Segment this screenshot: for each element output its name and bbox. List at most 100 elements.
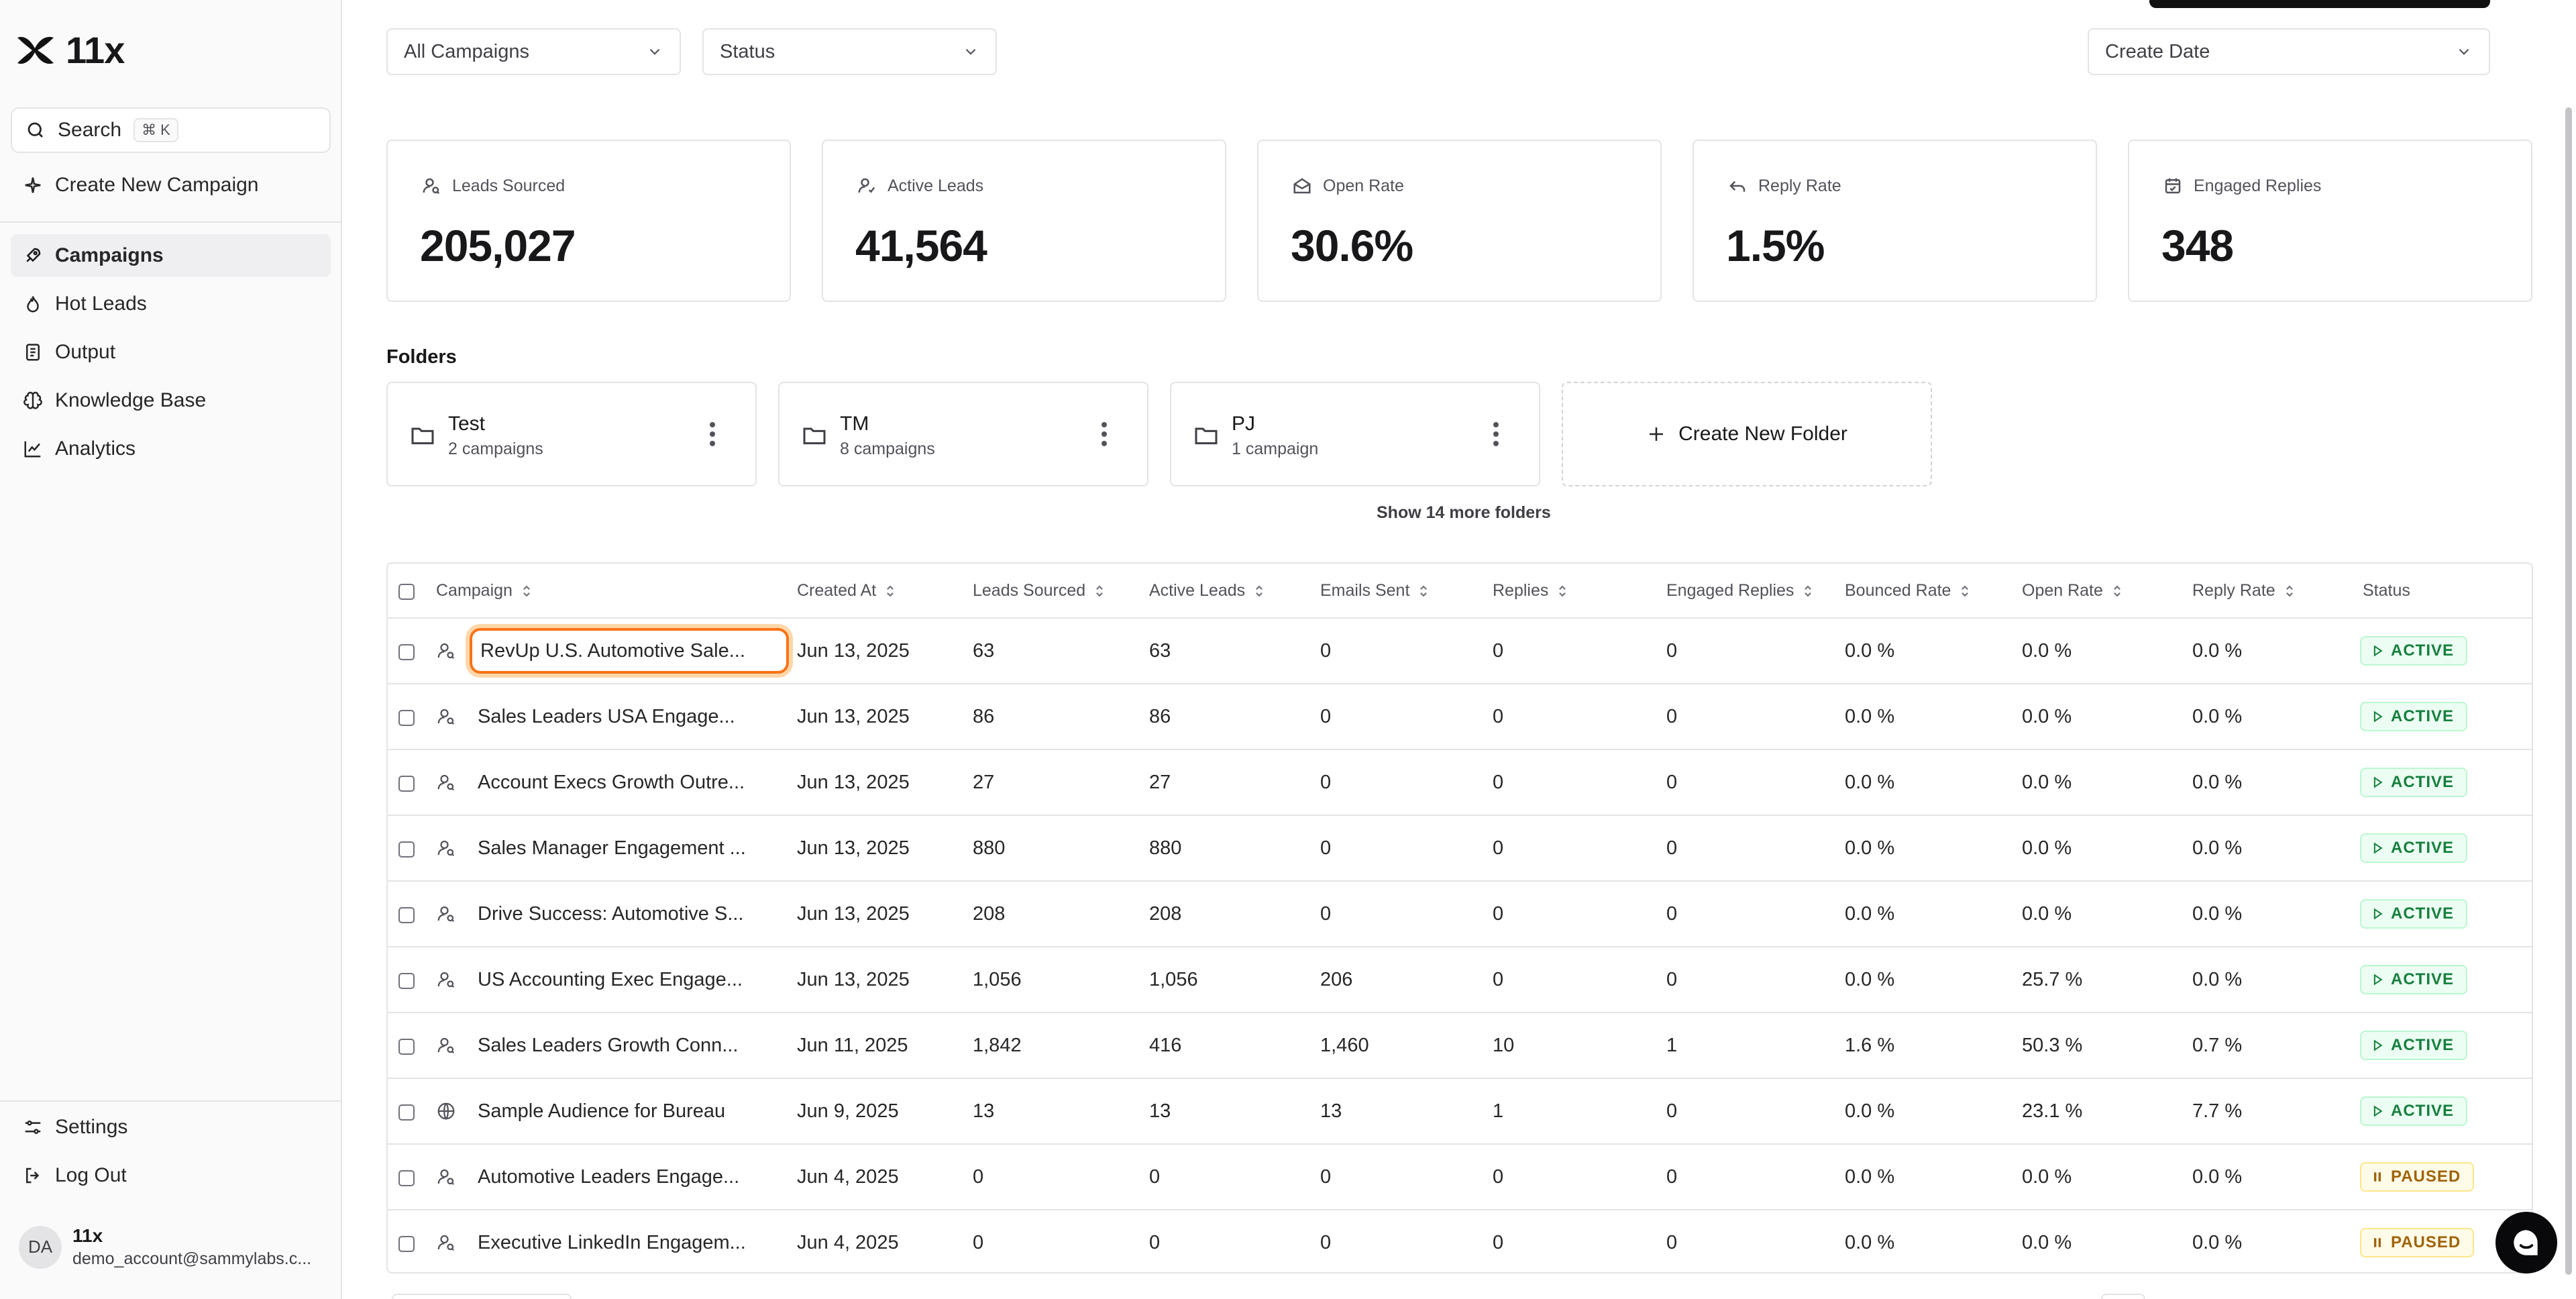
- table-row[interactable]: RevUp U.S. Automotive Sale... Jun 13, 202…: [388, 619, 2532, 684]
- page-scrollbar[interactable]: [2565, 107, 2572, 1275]
- sidebar-item-output[interactable]: Output: [11, 331, 331, 374]
- folder-card-test[interactable]: Test 2 campaigns: [386, 382, 757, 486]
- sidebar-item-logout[interactable]: Log Out: [11, 1154, 331, 1197]
- column-header-emails-sent[interactable]: Emails Sent: [1320, 581, 1430, 601]
- primary-action-button[interactable]: [2149, 0, 2490, 8]
- column-header-label: Created At: [797, 581, 877, 600]
- table-row[interactable]: Sales Leaders Growth Conn... Jun 11, 2025…: [388, 1013, 2532, 1079]
- column-header-bounced-rate[interactable]: Bounced Rate: [1845, 581, 1971, 601]
- search-shortcut: ⌘ K: [133, 118, 178, 142]
- table-row[interactable]: Sales Leaders USA Engage... Jun 13, 2025 8…: [388, 684, 2532, 750]
- folders-heading: Folders: [386, 346, 457, 368]
- row-checkbox[interactable]: [398, 841, 415, 858]
- table-row[interactable]: Sales Manager Engagement ... Jun 13, 2025…: [388, 816, 2532, 882]
- campaign-name[interactable]: Drive Success: Automotive S...: [478, 903, 744, 925]
- cell-leads-sourced: 880: [973, 837, 1006, 859]
- sort-icon[interactable]: [1093, 584, 1106, 599]
- sort-icon[interactable]: [2111, 584, 2123, 599]
- campaign-name[interactable]: Sample Audience for Bureau: [478, 1100, 726, 1122]
- table-row[interactable]: Sample Audience for Bureau Jun 9, 2025 13 1…: [388, 1079, 2532, 1145]
- row-checkbox[interactable]: [398, 973, 415, 989]
- sort-icon[interactable]: [2284, 584, 2296, 599]
- row-checkbox[interactable]: [398, 1039, 415, 1055]
- folder-card-tm[interactable]: TM 8 campaigns: [778, 382, 1148, 486]
- campaign-name[interactable]: Account Execs Growth Outre...: [478, 772, 745, 793]
- column-header-leads-sourced[interactable]: Leads Sourced: [973, 581, 1106, 601]
- sidebar-item-analytics[interactable]: Analytics: [11, 427, 331, 470]
- sort-icon[interactable]: [1253, 584, 1265, 599]
- cell-leads-sourced: 27: [973, 772, 995, 793]
- cell-reply-rate: 7.7 %: [2192, 1100, 2243, 1122]
- folder-card-pj[interactable]: PJ 1 campaign: [1170, 382, 1540, 486]
- pagination-nav-button[interactable]: [2101, 1294, 2145, 1299]
- show-more-folders-link[interactable]: Show 14 more folders: [1377, 503, 1551, 522]
- more-vertical-icon[interactable]: [708, 421, 716, 448]
- table-row[interactable]: Executive LinkedIn Engagem... Jun 4, 2025…: [388, 1210, 2532, 1272]
- select-all-checkbox[interactable]: [398, 584, 415, 600]
- column-header-created-at[interactable]: Created At: [797, 581, 896, 601]
- status-filter-select[interactable]: Status: [702, 28, 997, 75]
- cell-emails-sent: 0: [1320, 903, 1332, 925]
- flame-icon: [27, 296, 39, 313]
- row-checkbox[interactable]: [398, 907, 415, 923]
- row-checkbox[interactable]: [398, 710, 415, 726]
- table-row[interactable]: Automotive Leaders Engage... Jun 4, 2025 0…: [388, 1145, 2532, 1210]
- create-new-campaign-button[interactable]: Create New Campaign: [11, 164, 331, 207]
- campaign-name[interactable]: US Accounting Exec Engage...: [478, 969, 743, 990]
- sidebar-item-hot-leads[interactable]: Hot Leads: [11, 282, 331, 325]
- status-badge: ACTIVE: [2360, 833, 2468, 863]
- create-new-folder-button[interactable]: Create New Folder: [1562, 382, 1932, 486]
- user-email: demo_account@sammylabs.c...: [72, 1249, 312, 1268]
- row-checkbox[interactable]: [398, 1170, 415, 1186]
- column-header-engaged-replies[interactable]: Engaged Replies: [1666, 581, 1814, 601]
- row-checkbox[interactable]: [398, 644, 415, 660]
- table-row[interactable]: Account Execs Growth Outre... Jun 13, 202…: [388, 750, 2532, 816]
- date-sort-select[interactable]: Create Date: [2088, 28, 2490, 75]
- folder-count: 8 campaigns: [840, 439, 935, 458]
- column-header-campaign[interactable]: Campaign: [436, 581, 533, 601]
- campaign-name[interactable]: Sales Manager Engagement ...: [478, 837, 746, 859]
- chat-support-button[interactable]: [2496, 1212, 2557, 1274]
- sidebar-item-settings[interactable]: Settings: [11, 1106, 331, 1149]
- campaign-name[interactable]: Executive LinkedIn Engagem...: [478, 1232, 746, 1253]
- create-new-campaign-label: Create New Campaign: [55, 174, 259, 196]
- campaign-name[interactable]: Sales Leaders Growth Conn...: [478, 1035, 739, 1056]
- row-checkbox[interactable]: [398, 1236, 415, 1252]
- sidebar-item-label: Log Out: [55, 1164, 127, 1186]
- table-row[interactable]: Drive Success: Automotive S... Jun 13, 20…: [388, 882, 2532, 947]
- cell-engaged-replies: 0: [1666, 1100, 1678, 1122]
- pagination-size-button[interactable]: [392, 1294, 572, 1299]
- sidebar-item-campaigns[interactable]: Campaigns: [11, 234, 331, 277]
- sidebar-item-knowledge-base[interactable]: Knowledge Base: [11, 379, 331, 422]
- user-search-icon: [423, 178, 440, 195]
- sort-icon[interactable]: [1802, 584, 1814, 599]
- status-text: ACTIVE: [2391, 641, 2455, 660]
- column-header-open-rate[interactable]: Open Rate: [2022, 581, 2123, 601]
- campaign-name[interactable]: Sales Leaders USA Engage...: [478, 706, 735, 727]
- column-header-replies[interactable]: Replies: [1493, 581, 1568, 601]
- campaign-name[interactable]: RevUp U.S. Automotive Sale...: [470, 628, 789, 674]
- sort-icon[interactable]: [1556, 584, 1568, 599]
- cell-open-rate: 0.0 %: [2022, 837, 2072, 859]
- column-header-status[interactable]: Status: [2363, 581, 2410, 601]
- sidebar-item-label: Hot Leads: [55, 293, 147, 315]
- more-vertical-icon[interactable]: [1492, 421, 1500, 448]
- campaign-filter-select[interactable]: All Campaigns: [386, 28, 681, 75]
- search-button[interactable]: Search ⌘ K: [11, 107, 331, 153]
- stat-value: 30.6%: [1291, 221, 1413, 270]
- sort-icon[interactable]: [884, 584, 896, 599]
- campaign-name[interactable]: Automotive Leaders Engage...: [478, 1166, 740, 1188]
- cell-engaged-replies: 0: [1666, 640, 1678, 662]
- sort-icon[interactable]: [1417, 584, 1430, 599]
- app-logo[interactable]: 11x: [15, 28, 125, 72]
- cell-replies: 0: [1493, 772, 1504, 793]
- row-checkbox[interactable]: [398, 1104, 415, 1121]
- user-profile[interactable]: DA 11x demo_account@sammylabs.c...: [19, 1225, 311, 1269]
- more-vertical-icon[interactable]: [1100, 421, 1108, 448]
- sort-icon[interactable]: [1959, 584, 1971, 599]
- row-checkbox[interactable]: [398, 776, 415, 792]
- column-header-reply-rate[interactable]: Reply Rate: [2192, 581, 2296, 601]
- sort-icon[interactable]: [521, 584, 533, 599]
- column-header-active-leads[interactable]: Active Leads: [1149, 581, 1265, 601]
- table-row[interactable]: US Accounting Exec Engage... Jun 13, 2025…: [388, 947, 2532, 1013]
